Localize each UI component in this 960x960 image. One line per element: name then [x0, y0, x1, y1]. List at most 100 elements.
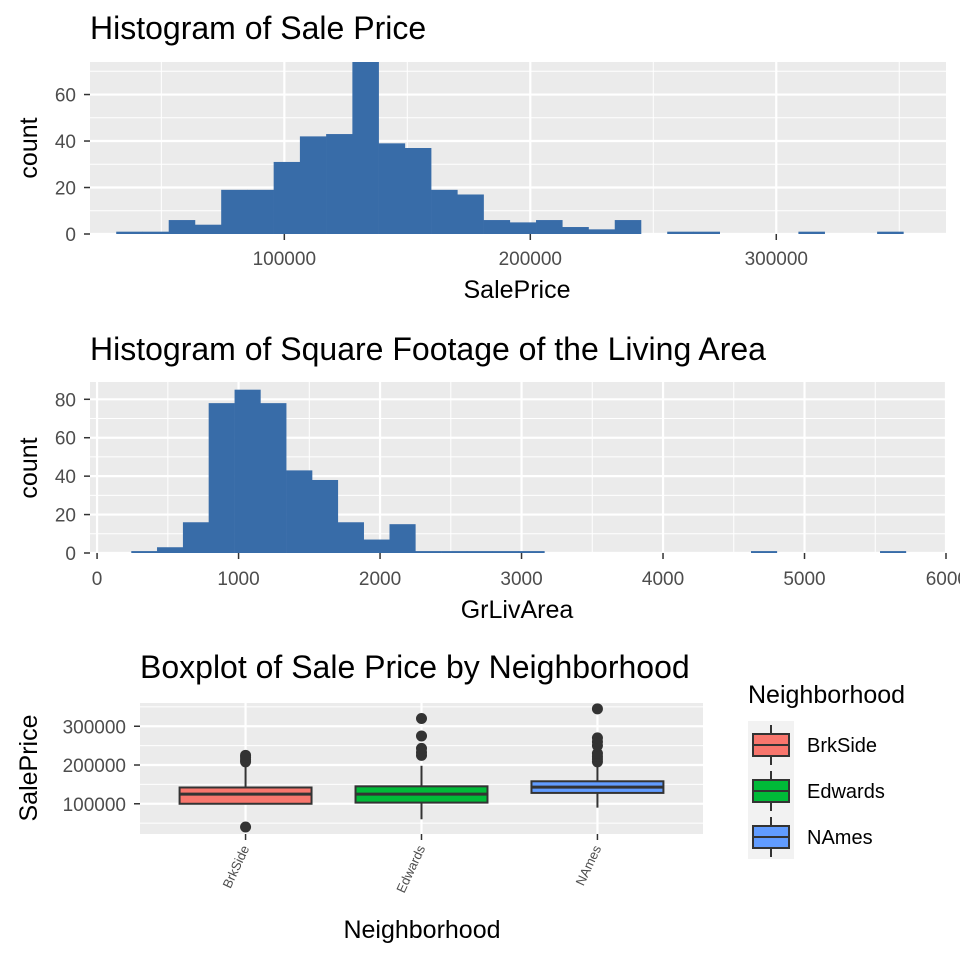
x-tick-label: BrkSide [219, 843, 252, 891]
x-tick-label: 300000 [745, 249, 808, 270]
outlier-point [416, 742, 427, 754]
histogram-bar [363, 539, 390, 553]
y-tick-label: 20 [55, 506, 76, 527]
legend-label: NAmes [807, 827, 873, 849]
x-tick-label: 3000 [500, 569, 542, 590]
histogram-bar [260, 403, 287, 553]
histogram-bar [693, 231, 721, 234]
histogram-bar [667, 231, 694, 234]
x-tick-label: 200000 [499, 249, 562, 270]
boxplot-x-axis: BrkSide Edwards NAmes [219, 834, 604, 895]
histogram-saleprice-panel [90, 62, 946, 234]
histogram-bar [234, 389, 261, 553]
legend-title: Neighborhood [748, 681, 905, 709]
histogram-saleprice-y-title: count [15, 117, 43, 178]
x-tick-label: 0 [92, 569, 103, 590]
histogram-bar [509, 222, 537, 234]
histogram-bar [880, 551, 907, 553]
grlivarea-histogram: Histogram of Square Footage of the Livin… [15, 331, 960, 624]
y-tick-label: 100000 [63, 795, 126, 816]
histogram-bar [457, 194, 484, 234]
histogram-bar [247, 189, 274, 234]
histogram-bar [877, 231, 904, 234]
outlier-point [416, 713, 427, 725]
histogram-bar [441, 551, 468, 553]
x-tick-label: 2000 [359, 569, 401, 590]
histogram-bar [299, 136, 327, 234]
histogram-bar [273, 161, 301, 234]
outlier-point [240, 821, 252, 833]
y-tick-label: 20 [55, 179, 76, 200]
histogram-bar [483, 220, 511, 234]
histogram-bar [492, 551, 519, 553]
histogram-saleprice-title: Histogram of Sale Price [90, 10, 426, 46]
histogram-bar [352, 62, 379, 234]
histogram-bar [131, 551, 158, 553]
saleprice-histogram: Histogram of Sale Price 100000 200000 30… [15, 10, 946, 304]
histogram-bar [431, 189, 458, 234]
histogram-bar [168, 220, 196, 234]
histogram-saleprice-x-title: SalePrice [464, 276, 571, 304]
x-tick-label: Edwards [393, 842, 428, 895]
legend-keys [752, 725, 790, 857]
y-tick-label: 60 [55, 429, 76, 450]
histogram-grlivarea-x-title: GrLivArea [461, 596, 574, 624]
boxplot-y-title: SalePrice [15, 715, 43, 822]
boxplot-title: Boxplot of Sale Price by Neighborhood [140, 649, 690, 685]
y-tick-label: 60 [55, 86, 76, 107]
histogram-bar [116, 231, 143, 234]
histogram-bar [286, 470, 313, 553]
histogram-bar [311, 479, 339, 553]
box [178, 786, 313, 805]
y-tick-label: 300000 [63, 717, 126, 738]
x-tick-label: 100000 [253, 249, 316, 270]
histogram-bar [389, 524, 416, 553]
histogram-grlivarea-bars [131, 389, 907, 553]
histogram-bar [378, 143, 406, 234]
histogram-bar [614, 220, 642, 234]
boxplot-x-title: Neighborhood [343, 916, 500, 944]
histogram-bar [562, 227, 589, 234]
histogram-bar [750, 551, 778, 553]
histogram-bar [194, 224, 222, 234]
x-tick-label: 5000 [783, 569, 825, 590]
boxplot-y-axis: 100000 200000 300000 [63, 717, 140, 816]
histogram-bar [221, 189, 248, 234]
histogram-bar [182, 522, 210, 553]
y-tick-label: 40 [55, 467, 76, 488]
histogram-bar [466, 551, 494, 553]
y-tick-label: 0 [65, 544, 76, 565]
y-tick-label: 200000 [63, 756, 126, 777]
histogram-bar [415, 551, 442, 553]
histogram-saleprice-bars [116, 62, 904, 234]
boxplot-legend: Neighborhood BrkSide Edwards NAmes [748, 681, 905, 859]
outlier-point [591, 747, 603, 759]
histogram-saleprice-x-axis: 100000 200000 300000 [253, 234, 808, 270]
histogram-grlivarea-y-title: count [15, 437, 43, 498]
histogram-bar [142, 231, 170, 234]
y-tick-label: 80 [55, 390, 76, 411]
outlier-point [416, 730, 427, 742]
histogram-bar [798, 231, 825, 234]
histogram-grlivarea-title: Histogram of Square Footage of the Livin… [90, 331, 766, 367]
y-tick-label: 40 [55, 132, 76, 153]
histogram-bar [536, 220, 563, 234]
outlier-point [591, 732, 603, 744]
histogram-bar [337, 522, 364, 553]
histogram-bar [518, 551, 545, 553]
histogram-grlivarea-y-axis: 0 20 40 60 80 [55, 390, 90, 565]
legend-label: BrkSide [807, 735, 877, 757]
boxplot-boxes [178, 703, 665, 833]
outlier-point [591, 703, 603, 715]
histogram-bar [588, 229, 616, 234]
saleprice-boxplot: Boxplot of Sale Price by Neighborhood 10… [15, 649, 905, 944]
histogram-bar [404, 148, 432, 234]
legend-label: Edwards [807, 781, 885, 803]
outlier-point [240, 749, 252, 761]
histogram-saleprice-y-axis: 0 20 40 60 [55, 86, 90, 246]
histogram-bar [208, 403, 235, 553]
x-tick-label: 1000 [217, 569, 259, 590]
